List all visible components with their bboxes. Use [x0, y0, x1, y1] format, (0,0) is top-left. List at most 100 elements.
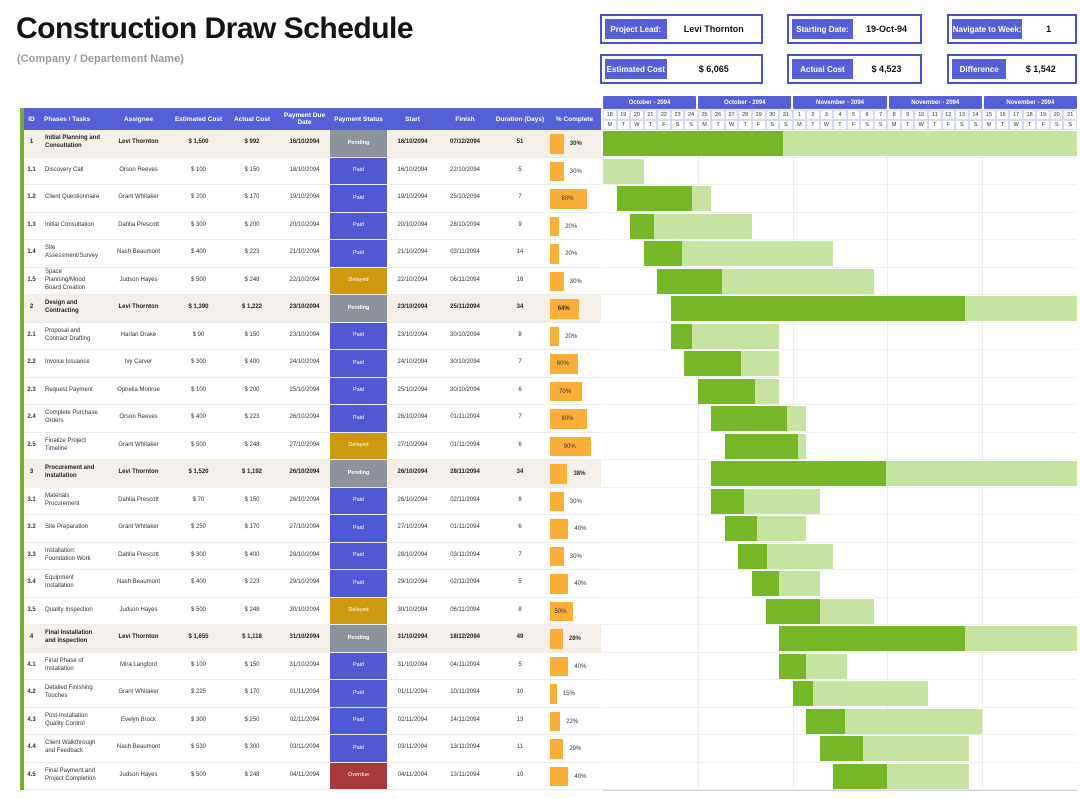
- cell-estimated-cost[interactable]: $ 500: [190, 606, 206, 613]
- cell-percent-complete[interactable]: 40%: [548, 653, 601, 680]
- cell-percent-complete[interactable]: 30%: [548, 543, 601, 570]
- cell-assignee[interactable]: Orson Reeves: [119, 166, 158, 173]
- column-header-finish[interactable]: Finish: [455, 115, 475, 123]
- cell-actual-cost[interactable]: $ 150: [244, 496, 260, 503]
- cell-payment-status[interactable]: Paid: [330, 212, 387, 239]
- cell-payment-due-date[interactable]: 01/11/2094: [289, 689, 320, 696]
- cell-estimated-cost[interactable]: $ 1,390: [188, 304, 209, 311]
- cell-assignee[interactable]: Nash Beaumont: [116, 249, 161, 256]
- cell-task[interactable]: Space Planning/Mood Board Creation: [45, 269, 86, 291]
- cell-actual-cost[interactable]: $ 400: [244, 359, 260, 366]
- cell-assignee[interactable]: Nash Beaumont: [116, 579, 161, 586]
- cell-percent-complete[interactable]: 30%: [548, 268, 601, 295]
- project-lead-value[interactable]: Levi Thornton: [669, 19, 758, 39]
- cell-id[interactable]: 4.4: [27, 744, 36, 751]
- cell-estimated-cost[interactable]: $ 90: [192, 331, 205, 338]
- cell-task[interactable]: Site Assessment/Survey: [45, 245, 99, 260]
- navigate-week-value[interactable]: 1: [1025, 19, 1072, 39]
- cell-assignee[interactable]: Dahlia Prescott: [118, 551, 159, 558]
- cell-id[interactable]: 1.2: [27, 194, 36, 201]
- cell-duration[interactable]: 34: [516, 469, 524, 476]
- cell-payment-due-date[interactable]: 31/10/2094: [289, 634, 320, 641]
- cell-percent-complete[interactable]: 15%: [548, 680, 601, 707]
- cell-assignee[interactable]: Levi Thornton: [118, 139, 159, 146]
- cell-payment-due-date[interactable]: 27/10/2094: [289, 524, 320, 531]
- cell-assignee[interactable]: Grant Whitaker: [118, 194, 159, 201]
- cell-payment-status[interactable]: Pending: [330, 460, 387, 487]
- cell-actual-cost[interactable]: $ 400: [244, 551, 260, 558]
- cell-estimated-cost[interactable]: $ 200: [190, 194, 206, 201]
- cell-actual-cost[interactable]: $ 250: [244, 716, 260, 723]
- cell-estimated-cost[interactable]: $ 500: [190, 276, 206, 283]
- cell-estimated-cost[interactable]: $ 300: [190, 551, 206, 558]
- cell-assignee[interactable]: Harlan Drake: [120, 331, 157, 338]
- cell-duration[interactable]: 10: [516, 689, 524, 696]
- cell-duration[interactable]: 5: [518, 661, 522, 668]
- cell-payment-status[interactable]: Delayed: [330, 432, 387, 459]
- cell-assignee[interactable]: Dahlia Prescott: [118, 221, 159, 228]
- cell-id[interactable]: 1.3: [27, 221, 36, 228]
- cell-duration[interactable]: 8: [518, 331, 522, 338]
- cell-start[interactable]: 29/10/2094: [397, 579, 428, 586]
- cell-task[interactable]: Finalize Project Timeline: [45, 437, 87, 452]
- cell-assignee[interactable]: Levi Thornton: [118, 304, 159, 311]
- cell-percent-complete[interactable]: 20%: [548, 213, 601, 240]
- cell-start[interactable]: 25/10/2094: [397, 386, 428, 393]
- cell-payment-due-date[interactable]: 30/10/2094: [289, 606, 320, 613]
- cell-payment-status[interactable]: Paid: [330, 350, 387, 377]
- cell-payment-due-date[interactable]: 31/10/2094: [289, 661, 320, 668]
- cell-duration[interactable]: 5: [518, 579, 522, 586]
- cell-payment-status[interactable]: Paid: [330, 735, 387, 762]
- cell-percent-complete[interactable]: 40%: [548, 515, 601, 542]
- cell-finish[interactable]: 13/11/2094: [450, 744, 480, 751]
- cell-duration[interactable]: 6: [518, 524, 522, 531]
- cell-assignee[interactable]: Ophelia Monroe: [117, 386, 160, 393]
- cell-finish[interactable]: 01/11/2094: [450, 441, 480, 448]
- cell-finish[interactable]: 01/11/2094: [450, 414, 480, 421]
- cell-start[interactable]: 16/10/2094: [397, 139, 428, 146]
- cell-id[interactable]: 3.4: [27, 579, 36, 586]
- cell-estimated-cost[interactable]: $ 500: [190, 441, 206, 448]
- cell-start[interactable]: 23/10/2094: [397, 304, 428, 311]
- cell-actual-cost[interactable]: $ 248: [244, 606, 260, 613]
- cell-percent-complete[interactable]: 30%: [548, 130, 601, 157]
- cell-estimated-cost[interactable]: $ 70: [192, 496, 205, 503]
- cell-id[interactable]: 4.3: [27, 716, 36, 723]
- cell-id[interactable]: 1.5: [27, 276, 36, 283]
- cell-finish[interactable]: 30/10/2094: [449, 359, 481, 366]
- cell-assignee[interactable]: Mira Langford: [119, 661, 158, 668]
- cell-finish[interactable]: 18/12/2094: [449, 634, 481, 641]
- cell-id[interactable]: 1.4: [27, 249, 36, 256]
- cell-id[interactable]: 3.5: [27, 606, 36, 613]
- cell-finish[interactable]: 13/11/2094: [450, 771, 480, 778]
- cell-percent-complete[interactable]: 60%: [548, 350, 601, 377]
- cell-percent-complete[interactable]: 28%: [548, 625, 601, 652]
- cell-task[interactable]: Client Walkthrough and Feedback: [45, 740, 96, 755]
- cell-assignee[interactable]: Levi Thornton: [118, 469, 159, 476]
- cell-assignee[interactable]: Orson Reeves: [119, 414, 158, 421]
- cell-finish[interactable]: 03/11/2094: [450, 249, 480, 256]
- cell-id[interactable]: 3.2: [27, 524, 36, 531]
- cell-duration[interactable]: 6: [518, 386, 522, 393]
- cell-assignee[interactable]: Levi Thornton: [118, 634, 159, 641]
- cell-estimated-cost[interactable]: $ 100: [190, 166, 206, 173]
- cell-payment-due-date[interactable]: 23/10/2094: [289, 304, 320, 311]
- cell-payment-status[interactable]: Paid: [330, 487, 387, 514]
- cell-payment-status[interactable]: Paid: [330, 570, 387, 597]
- cell-id[interactable]: 2.3: [27, 386, 36, 393]
- cell-finish[interactable]: 10/11/2094: [450, 689, 480, 696]
- cell-start[interactable]: 27/10/2094: [397, 441, 428, 448]
- cell-payment-due-date[interactable]: 26/10/2094: [289, 414, 320, 421]
- cell-payment-due-date[interactable]: 28/10/2094: [289, 551, 320, 558]
- cell-duration[interactable]: 5: [518, 166, 522, 173]
- cell-id[interactable]: 4.1: [27, 661, 36, 668]
- cell-start[interactable]: 20/10/2094: [397, 221, 428, 228]
- cell-percent-complete[interactable]: 20%: [548, 323, 601, 350]
- cell-payment-due-date[interactable]: 19/10/2094: [289, 194, 320, 201]
- cell-actual-cost[interactable]: $ 223: [244, 249, 260, 256]
- cell-duration[interactable]: 7: [518, 359, 522, 366]
- cell-start[interactable]: 30/10/2094: [397, 606, 428, 613]
- cell-start[interactable]: 24/10/2094: [397, 359, 428, 366]
- cell-task[interactable]: Discovery Call: [45, 166, 84, 173]
- cell-task[interactable]: Post-Installation Quality Control: [45, 712, 88, 727]
